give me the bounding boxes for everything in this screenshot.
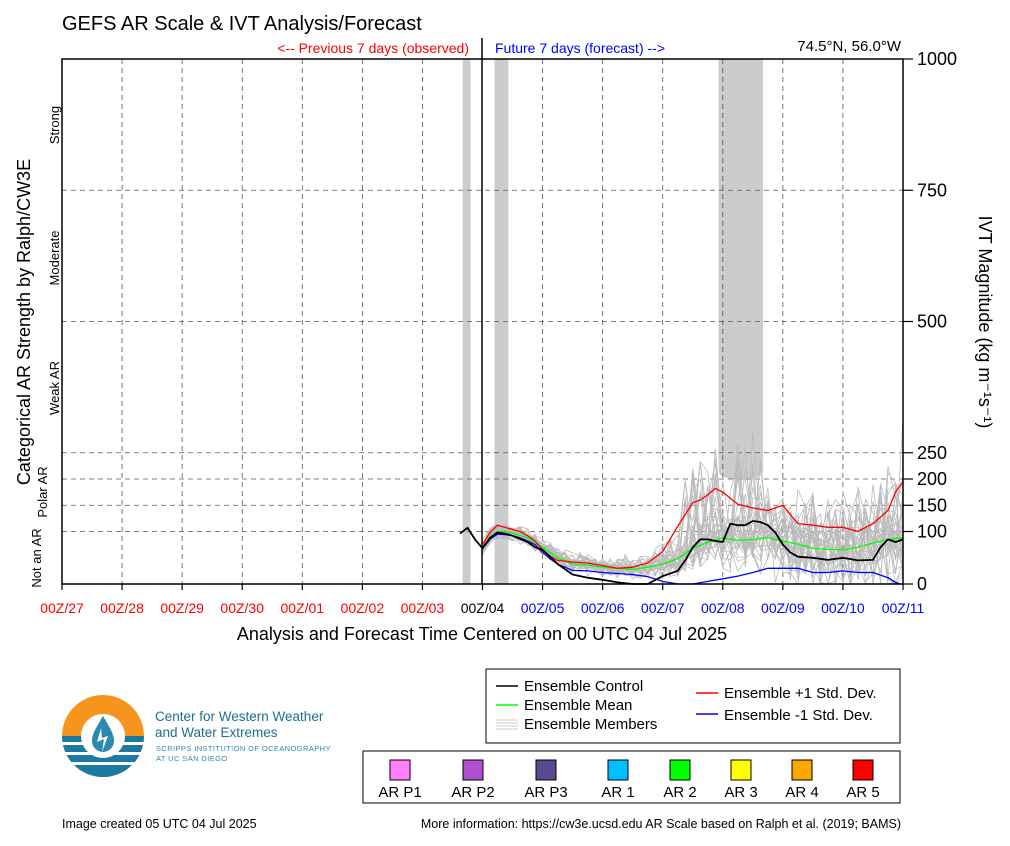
- legend-label-plus-std: Ensemble +1 Std. Dev.: [724, 685, 877, 702]
- more-info-label: More information: https://cw3e.ucsd.edu …: [421, 817, 901, 831]
- y-tick-label: 100: [917, 522, 947, 542]
- forecast-label: Future 7 days (forecast) -->: [495, 40, 665, 56]
- x-tick-label: 00Z/10: [821, 600, 865, 616]
- legend-swatch-members: [496, 719, 518, 730]
- series-line-ensemble-1-std-dev-: [482, 533, 901, 585]
- location-label: 74.5°N, 56.0°W: [797, 38, 902, 55]
- ar-label-1: AR P2: [451, 784, 494, 801]
- ar-swatch-5: [730, 759, 752, 781]
- x-tick-label: 00Z/03: [401, 600, 445, 616]
- legend-label-mean: Ensemble Mean: [524, 697, 632, 714]
- series-line-ensemble-control: [459, 520, 904, 585]
- y-axis-label-left: Categorical AR Strength by Ralph/CW3E: [14, 159, 34, 485]
- y-tick-label: 200: [917, 469, 947, 489]
- ar-scale-legend: AR P1 AR P2 AR P3 AR 1 AR 2 AR 3 AR 4 AR 5: [362, 750, 901, 804]
- y-axis-right: 0 100 150 200 250 500 750 1000: [903, 49, 957, 594]
- x-tick-label: 00Z/08: [701, 600, 745, 616]
- ar-swatch-2: [535, 759, 557, 781]
- ar-label-2: AR P3: [524, 784, 567, 801]
- y-tick-label: 250: [917, 443, 947, 463]
- y-tick-label: 500: [917, 312, 947, 332]
- ar-label-3: AR 1: [601, 784, 634, 801]
- x-tick-label: 00Z/06: [581, 600, 625, 616]
- gray-band-0: [462, 59, 471, 584]
- x-tick-label: 00Z/11: [882, 600, 925, 616]
- ensemble-member-line: [482, 493, 904, 585]
- ar-label-7: AR 5: [846, 784, 879, 801]
- ar-swatch-6: [791, 759, 813, 781]
- y-tick-label: 0: [917, 574, 927, 594]
- ensemble-member-line: [482, 447, 904, 576]
- gray-band-2: [718, 59, 764, 472]
- x-tick-label: 00Z/29: [160, 600, 204, 616]
- water-drop-logo-icon: [62, 695, 144, 777]
- series-line-ensemble-mean: [481, 530, 904, 570]
- y-axis-label-right: IVT Magnitude (kg m⁻¹s⁻¹): [975, 216, 995, 429]
- ar-swatch-7: [852, 759, 874, 781]
- x-tick-label: 00Z/07: [641, 600, 685, 616]
- y-tick-label: 150: [917, 495, 947, 515]
- y-tick-label: 1000: [917, 49, 957, 69]
- category-moderate: Moderate: [47, 231, 62, 286]
- logo-line1: Center for Western Weather: [155, 709, 324, 724]
- x-tick-label: 00Z/04: [461, 600, 505, 616]
- ensemble-member-line: [482, 482, 904, 576]
- x-tick-label: 00Z/09: [761, 600, 805, 616]
- legend-label-control: Ensemble Control: [524, 678, 643, 695]
- legend-label-minus-std: Ensemble -1 Std. Dev.: [724, 707, 873, 724]
- logo-sub1: SCRIPPS INSTITUTION OF OCEANOGRAPHY: [156, 744, 331, 753]
- ar-label-0: AR P1: [378, 784, 421, 801]
- ensemble-member-line: [482, 459, 904, 579]
- x-axis: 00Z/27 00Z/28 00Z/29 00Z/30 00Z/01 00Z/02 00Z/…: [40, 584, 924, 616]
- cw3e-logo: Center for Western Weather and Water Ext…: [62, 695, 331, 777]
- y-tick-label: 750: [917, 180, 947, 200]
- logo-line2: and Water Extremes: [155, 725, 278, 740]
- ar-swatch-4: [669, 759, 691, 781]
- x-tick-label: 00Z/28: [100, 600, 144, 616]
- x-axis-label: Analysis and Forecast Time Centered on 0…: [237, 624, 727, 644]
- image-created-label: Image created 05 UTC 04 Jul 2025: [62, 817, 257, 831]
- ar-label-5: AR 3: [724, 784, 757, 801]
- ar-swatch-0: [389, 759, 411, 781]
- logo-sub2: AT UC SAN DIEGO: [156, 754, 228, 763]
- ensemble-member-line: [482, 444, 904, 577]
- x-tick-label: 00Z/01: [280, 600, 324, 616]
- chart-title: GEFS AR Scale & IVT Analysis/Forecast: [62, 13, 422, 35]
- legend: Ensemble Control Ensemble Mean Ensemble …: [485, 668, 901, 744]
- x-tick-label: 00Z/27: [40, 600, 84, 616]
- legend-label-members: Ensemble Members: [524, 716, 657, 733]
- series-line-ensemble-1-std-dev-: [481, 481, 904, 569]
- ar-label-4: AR 2: [663, 784, 696, 801]
- category-weak: Weak AR: [47, 361, 62, 415]
- category-not-ar: Not an AR: [29, 528, 44, 587]
- observed-label: <-- Previous 7 days (observed): [277, 40, 469, 56]
- category-polar: Polar AR: [35, 466, 50, 517]
- category-strong: Strong: [47, 106, 62, 144]
- x-tick-label: 00Z/30: [220, 600, 264, 616]
- ar-swatch-1: [462, 759, 484, 781]
- x-tick-label: 00Z/05: [521, 600, 565, 616]
- series-lines: [459, 481, 904, 585]
- ar-swatch-3: [607, 759, 629, 781]
- ensemble-member-line: [482, 472, 904, 573]
- x-tick-label: 00Z/02: [341, 600, 385, 616]
- ar-label-6: AR 4: [785, 784, 818, 801]
- grid: [62, 59, 903, 584]
